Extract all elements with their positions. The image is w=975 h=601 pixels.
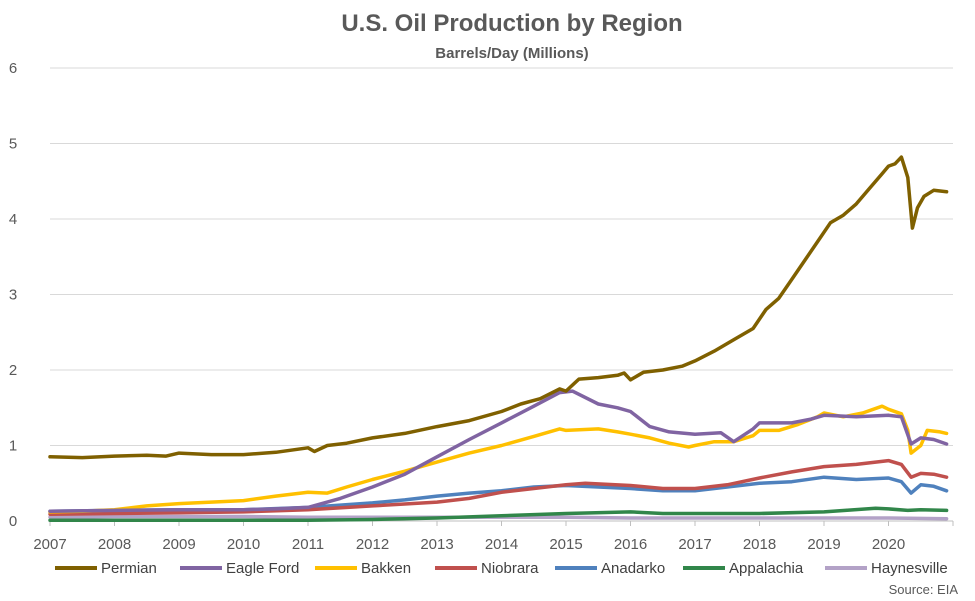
x-tick-label: 2011: [292, 536, 324, 553]
legend: Permian Eagle Ford Bakken Niobrara Anadarko A…: [55, 560, 948, 577]
x-tick-label: 2008: [98, 536, 131, 553]
series-line-niobrara: [48, 458, 949, 516]
source-note: Source: EIA: [889, 582, 959, 597]
x-tick-label: 2020: [872, 536, 905, 553]
x-tick-label: 2012: [356, 536, 389, 553]
legend-label: Bakken: [361, 560, 411, 577]
series-line-anadarko: [48, 475, 949, 513]
y-tick-label: 3: [9, 287, 17, 304]
y-tick-label: 2: [9, 362, 17, 379]
gridlines: [50, 67, 953, 522]
legend-label: Anadarko: [601, 560, 665, 577]
series-line-permian: [48, 155, 949, 460]
legend-label: Niobrara: [481, 560, 539, 577]
series-line-appalachia: [48, 506, 949, 522]
series-lines: [48, 155, 949, 522]
legend-label: Haynesville: [871, 560, 948, 577]
x-tick-label: 2018: [743, 536, 776, 553]
x-axis-ticks: 2007 2008 2009 2010 2011 2012 2013 2014 2015 2016…: [33, 521, 954, 553]
x-tick-label: 2013: [420, 536, 453, 553]
series-line-eagle-ford: [48, 389, 949, 513]
x-tick-label: 2007: [33, 536, 66, 553]
x-tick-label: 2010: [227, 536, 260, 553]
legend-label: Permian: [101, 560, 157, 577]
y-axis-ticks: 0 1 2 3 4 5 6: [9, 60, 17, 530]
x-tick-label: 2014: [485, 536, 518, 553]
x-tick-label: 2016: [614, 536, 647, 553]
x-tick-label: 2019: [807, 536, 840, 553]
series-line-bakken: [48, 404, 949, 514]
y-tick-label: 1: [9, 438, 17, 455]
legend-label: Eagle Ford: [226, 560, 299, 577]
y-tick-label: 4: [9, 211, 17, 228]
x-tick-label: 2009: [162, 536, 195, 553]
chart-title: U.S. Oil Production by Region: [341, 10, 682, 37]
y-tick-label: 5: [9, 136, 17, 153]
y-tick-label: 6: [9, 60, 17, 77]
legend-label: Appalachia: [729, 560, 804, 577]
chart-subtitle: Barrels/Day (Millions): [435, 45, 588, 62]
x-tick-label: 2015: [549, 536, 582, 553]
y-tick-label: 0: [9, 513, 17, 530]
x-tick-label: 2017: [678, 536, 711, 553]
